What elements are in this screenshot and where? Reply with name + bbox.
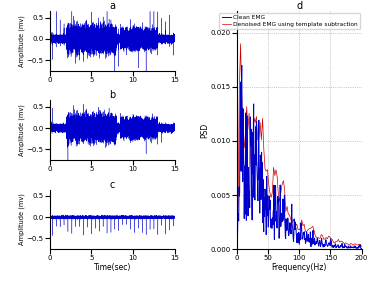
Clean EMG: [239, 64, 244, 67]
Clean EMG: [359, 247, 364, 250]
Clean EMG: [238, 117, 242, 121]
Title: a: a: [109, 1, 115, 11]
Title: d: d: [296, 1, 302, 11]
Denoised EMG using template subtraction: [308, 227, 313, 230]
Title: c: c: [110, 179, 115, 190]
Legend: Clean EMG, Denoised EMG using template subtraction: Clean EMG, Denoised EMG using template s…: [220, 13, 360, 29]
Line: Denoised EMG using template subtraction: Denoised EMG using template subtraction: [237, 44, 362, 249]
Clean EMG: [235, 247, 239, 251]
Clean EMG: [342, 245, 347, 248]
Clean EMG: [284, 217, 288, 220]
X-axis label: Frequency(Hz): Frequency(Hz): [272, 263, 327, 272]
Clean EMG: [286, 234, 291, 237]
Title: b: b: [109, 90, 115, 100]
Denoised EMG using template subtraction: [238, 42, 243, 46]
Y-axis label: Amplitude (mv): Amplitude (mv): [19, 15, 25, 67]
Denoised EMG using template subtraction: [348, 242, 353, 245]
Y-axis label: Amplitude (mv): Amplitude (mv): [19, 193, 25, 245]
Denoised EMG using template subtraction: [352, 242, 356, 246]
Clean EMG: [258, 153, 263, 157]
Clean EMG: [342, 246, 346, 249]
Denoised EMG using template subtraction: [235, 247, 239, 251]
Denoised EMG using template subtraction: [270, 191, 275, 194]
Denoised EMG using template subtraction: [346, 243, 351, 246]
Line: Clean EMG: Clean EMG: [237, 65, 362, 249]
Denoised EMG using template subtraction: [359, 245, 364, 248]
X-axis label: Time(sec): Time(sec): [93, 263, 131, 272]
Y-axis label: PSD: PSD: [200, 123, 209, 138]
Denoised EMG using template subtraction: [349, 243, 354, 246]
Y-axis label: Amplitude (mv): Amplitude (mv): [19, 104, 25, 156]
